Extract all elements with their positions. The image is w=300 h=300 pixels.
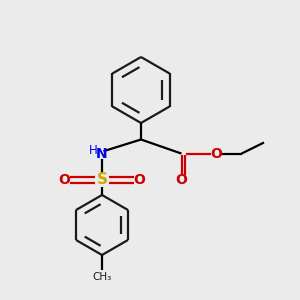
Text: N: N	[96, 147, 108, 160]
Text: O: O	[134, 173, 146, 187]
Text: O: O	[176, 173, 188, 187]
Text: CH₃: CH₃	[92, 272, 112, 281]
Text: O: O	[58, 173, 70, 187]
Text: S: S	[97, 172, 107, 188]
Text: O: O	[210, 147, 222, 160]
Text: H: H	[88, 143, 98, 157]
